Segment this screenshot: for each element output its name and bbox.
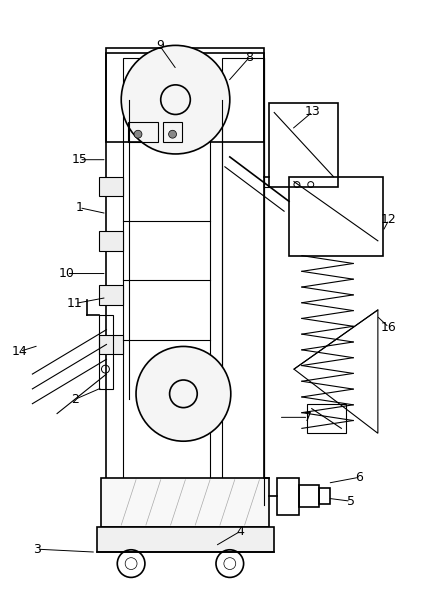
Bar [269,103,338,186]
Bar [123,58,210,506]
Bar [307,404,346,433]
Text: 8: 8 [245,52,253,64]
Bar [163,123,182,142]
Bar [101,478,269,527]
Text: 12: 12 [381,213,397,226]
Text: 5: 5 [347,495,355,507]
Bar [128,123,158,142]
Bar [98,177,123,197]
Circle shape [136,347,231,441]
Text: 4: 4 [237,524,244,538]
Circle shape [134,131,142,138]
Bar [289,177,383,256]
Text: 14: 14 [12,345,28,358]
Text: 15: 15 [71,153,87,166]
Bar [98,334,123,354]
Bar [106,49,264,142]
Bar [98,285,123,305]
Text: 13: 13 [305,105,320,118]
Bar [98,315,114,389]
Bar [222,58,264,506]
Text: 9: 9 [156,39,164,52]
Text: 7: 7 [304,411,312,424]
Text: 2: 2 [71,393,79,406]
Text: 6: 6 [355,471,363,484]
Bar [319,487,331,504]
Text: 1: 1 [75,201,83,214]
Text: 10: 10 [58,267,74,280]
Bar [97,527,274,552]
Text: 11: 11 [67,297,83,310]
Bar [106,53,264,512]
Text: 3: 3 [33,543,41,555]
Circle shape [121,46,230,154]
Circle shape [169,131,176,138]
Bar [98,231,123,251]
Bar [277,478,299,515]
Bar [299,484,319,507]
Text: 16: 16 [381,321,397,334]
